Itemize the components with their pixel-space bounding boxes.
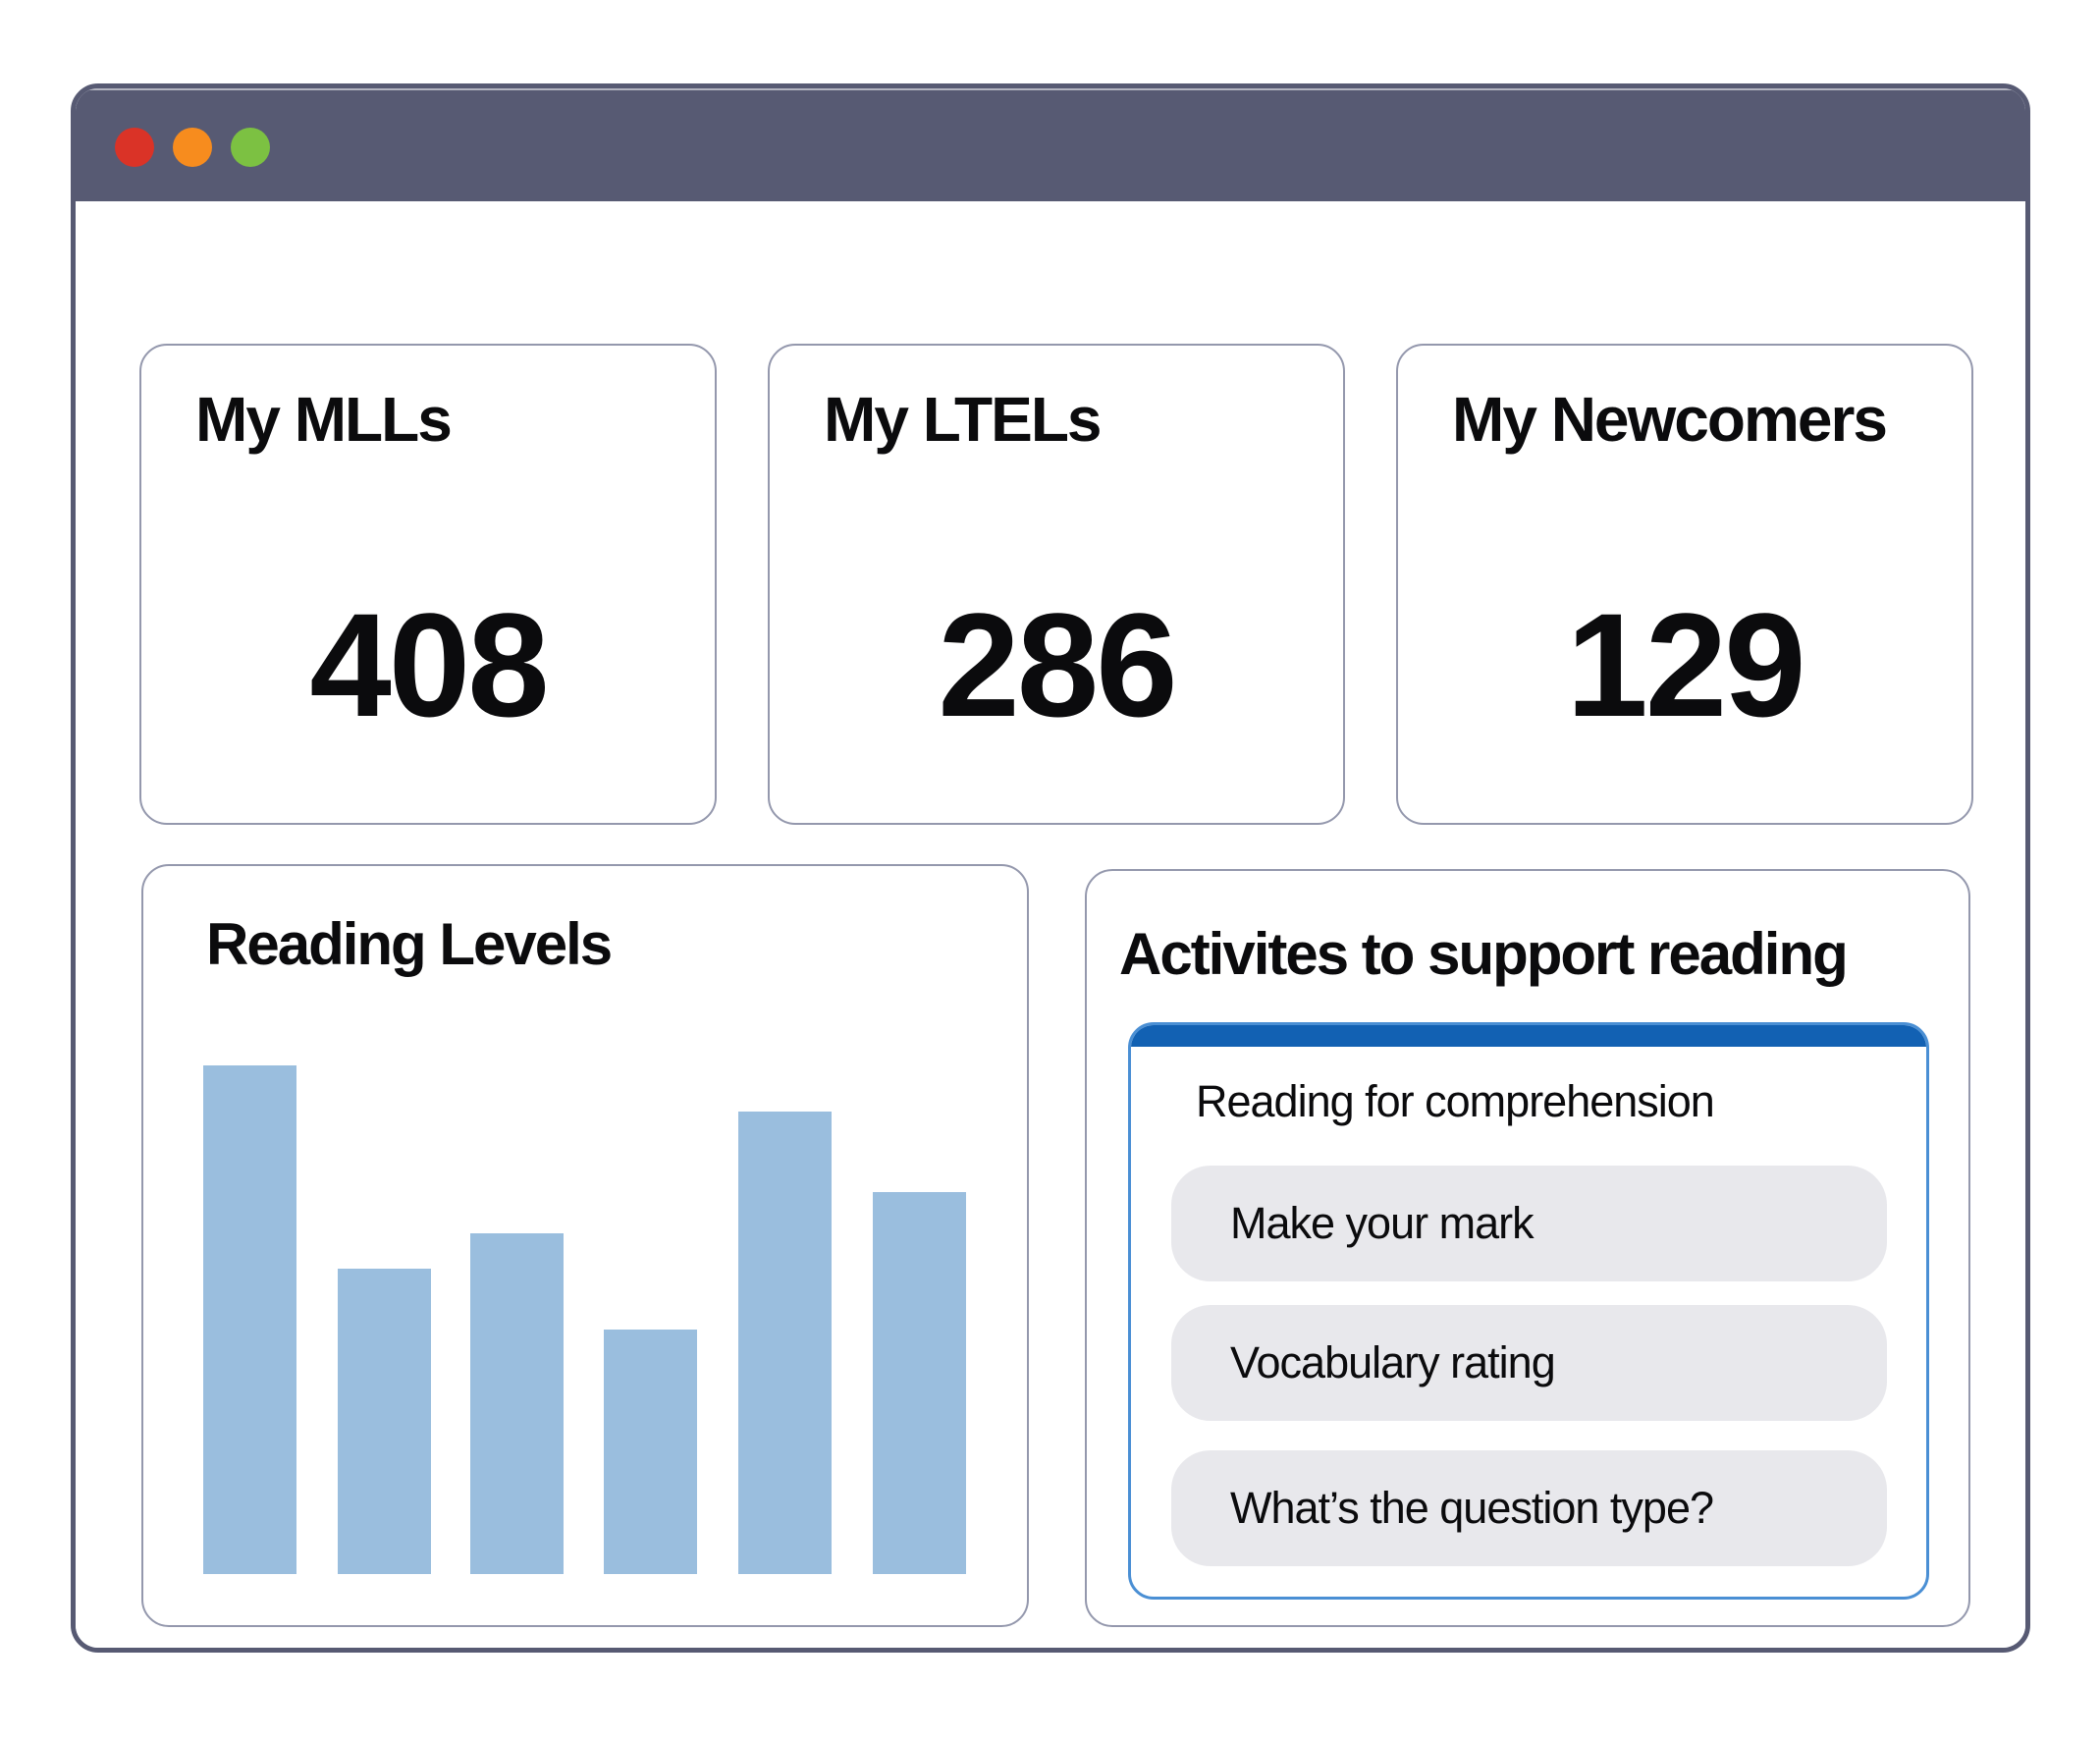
stat-value: 286 [938, 582, 1177, 747]
reading-level-bar [470, 1233, 564, 1574]
activity-button-label: Vocabulary rating [1230, 1337, 1556, 1387]
activity-button-vocabulary-rating[interactable]: Vocabulary rating [1171, 1305, 1887, 1421]
stat-card-newcomers: My Newcomers 129 [1396, 344, 1973, 825]
reading-level-bar [738, 1112, 832, 1574]
reading-level-bar [203, 1065, 296, 1574]
chart-title: Reading Levels [206, 911, 613, 977]
window-content: Strategies home My MLLs 408 My LTELs 286… [76, 201, 2025, 1648]
reading-level-bar [873, 1192, 966, 1574]
reading-levels-bar-chart [143, 866, 1027, 1625]
close-light[interactable] [115, 128, 154, 167]
activity-button-label: Make your mark [1230, 1198, 1535, 1248]
stat-label: My LTELs [824, 384, 1102, 455]
stat-card-ltels: My LTELs 286 [768, 344, 1345, 825]
activity-button-label: What’s the question type? [1230, 1483, 1714, 1533]
stat-value: 408 [309, 582, 549, 747]
activities-title: Activites to support reading [1119, 921, 1849, 987]
reading-level-bar [338, 1269, 431, 1574]
panel-header: Reading for comprehension [1196, 1076, 1715, 1126]
reading-level-bar [604, 1330, 697, 1574]
minimize-light[interactable] [173, 128, 212, 167]
panel-accent-bar [1131, 1025, 1926, 1047]
window-titlebar [76, 88, 2025, 201]
activity-button-make-your-mark[interactable]: Make your mark [1171, 1166, 1887, 1281]
stat-label: My MLLs [195, 384, 453, 455]
activity-button-question-type[interactable]: What’s the question type? [1171, 1450, 1887, 1566]
app-window: Strategies home My MLLs 408 My LTELs 286… [71, 83, 2030, 1653]
stat-card-mlls: My MLLs 408 [139, 344, 717, 825]
stat-value: 129 [1566, 582, 1805, 747]
traffic-lights [115, 128, 270, 167]
stat-label: My Newcomers [1452, 384, 1888, 455]
zoom-light[interactable] [231, 128, 270, 167]
reading-levels-card: Reading Levels [141, 864, 1029, 1627]
activities-card: Activites to support reading Reading for… [1085, 869, 1970, 1627]
activities-panel: Reading for comprehension Make your mark… [1128, 1022, 1929, 1600]
